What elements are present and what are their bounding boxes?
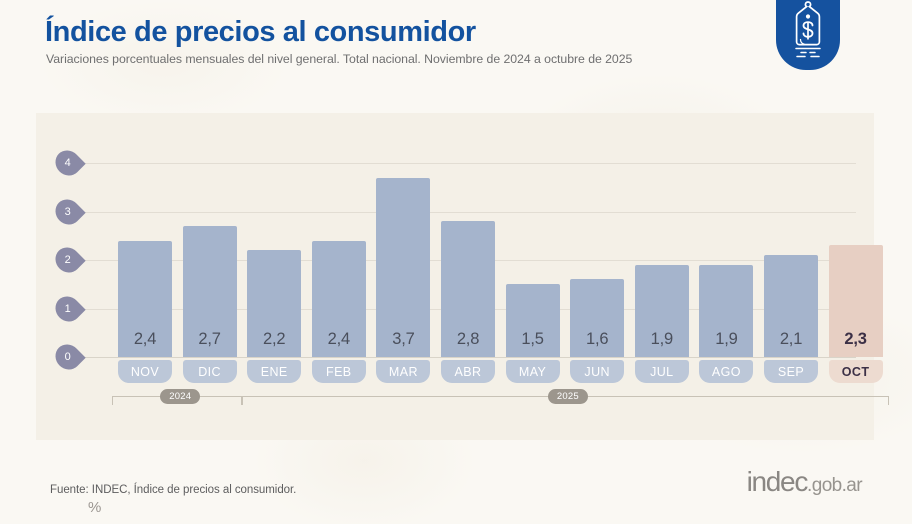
month-label-may[interactable]: MAY [505, 360, 560, 383]
y-tick-0: 0 [50, 339, 86, 375]
y-tick-4: 4 [50, 145, 86, 181]
y-tick-label: 3 [64, 205, 72, 217]
month-label-abr[interactable]: ABR [441, 360, 495, 383]
month-label-jun[interactable]: JUN [570, 360, 625, 383]
month-label-ago[interactable]: AGO [699, 360, 754, 383]
bar-value-oct: 2,3 [844, 330, 867, 348]
month-label-dic[interactable]: DIC [182, 360, 237, 383]
bar-value-nov: 2,4 [133, 330, 157, 348]
bar-value-ago: 1,9 [715, 330, 738, 348]
gridline-0 [74, 357, 856, 358]
bar-chart: 0 1 2 3 4 2,4 2,7 2,2 2,4 3,7 2,8 1,5 1,6 1,9 1,9 2,1 2… [36, 113, 889, 516]
y-tick-3: 3 [50, 193, 86, 230]
y-axis-unit-label: % [88, 499, 102, 516]
bar-value-may: 1,5 [521, 330, 544, 348]
bar-value-jul: 1,9 [650, 330, 674, 348]
bar-value-dic: 2,7 [198, 330, 221, 348]
page-header: Índice de precios al consumidor Variacio… [0, 0, 912, 88]
price-tag-dollar-icon [795, 1, 821, 58]
bar-value-abr: 2,8 [456, 330, 480, 348]
month-label-oct[interactable]: OCT [828, 360, 883, 383]
indec-wordmark-tld: .gob.ar [807, 475, 863, 496]
year-label-2024: 2024 [160, 389, 201, 404]
y-tick-1: 1 [50, 290, 86, 327]
month-label-feb[interactable]: FEB [311, 360, 366, 383]
page-subtitle: Variaciones porcentuales mensuales del n… [46, 52, 633, 66]
y-tick-label: 4 [64, 156, 72, 169]
bar-value-ene: 2,2 [263, 330, 286, 348]
y-tick-label: 0 [64, 350, 72, 363]
bar-value-jun: 1,6 [586, 330, 609, 348]
indec-wordmark: indec.gob.ar [746, 466, 863, 498]
month-label-ene[interactable]: ENE [247, 360, 302, 383]
source-note: Fuente: INDEC, Índice de precios al cons… [50, 484, 297, 496]
y-tick-label: 1 [64, 302, 72, 314]
page-footer: Fuente: INDEC, Índice de precios al cons… [0, 440, 912, 524]
gridline-4 [74, 163, 856, 164]
y-tick-2: 2 [50, 242, 86, 278]
bar-value-mar: 3,7 [392, 330, 415, 348]
month-label-jul[interactable]: JUL [634, 360, 689, 383]
month-label-sep[interactable]: SEP [764, 360, 818, 383]
month-label-nov[interactable]: NOV [118, 360, 172, 383]
month-label-mar[interactable]: MAR [376, 360, 431, 383]
bar-value-sep: 2,1 [779, 330, 803, 348]
indec-shield-logo [776, 0, 840, 70]
bar-value-feb: 2,4 [327, 330, 351, 348]
gridline-3 [74, 211, 856, 213]
indec-wordmark-name: indec [746, 466, 809, 497]
page-title: Índice de precios al consumidor [45, 16, 476, 48]
y-tick-label: 2 [64, 253, 72, 266]
year-label-2025: 2025 [547, 389, 588, 404]
